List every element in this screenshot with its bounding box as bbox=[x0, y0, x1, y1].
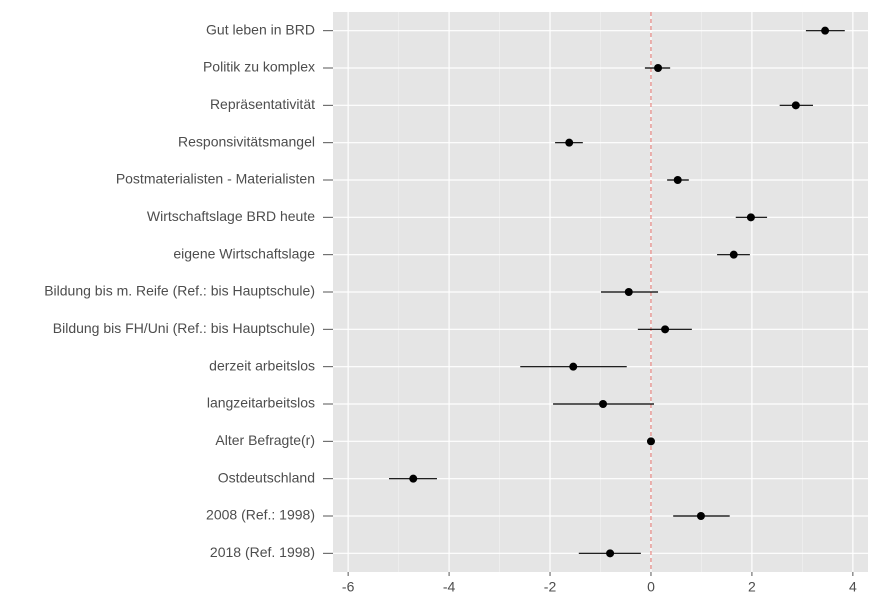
point bbox=[606, 549, 615, 558]
point bbox=[654, 64, 663, 72]
point bbox=[696, 512, 705, 520]
point bbox=[729, 250, 738, 259]
x-tick-label: 4 bbox=[849, 579, 857, 592]
y-tick-label: eigene Wirtschaftslage bbox=[173, 245, 315, 261]
point bbox=[646, 437, 655, 446]
y-tick-label: Alter Befragte(r) bbox=[215, 432, 315, 448]
x-tick-label: -6 bbox=[342, 579, 355, 592]
point bbox=[821, 26, 830, 35]
x-tick-label: -2 bbox=[544, 579, 557, 592]
y-tick-label: Bildung bis m. Reife (Ref.: bis Hauptsch… bbox=[44, 283, 315, 299]
point bbox=[409, 474, 418, 483]
x-tick-label: 2 bbox=[748, 579, 756, 592]
y-tick-label: derzeit arbeitslos bbox=[209, 357, 315, 373]
point bbox=[599, 400, 608, 408]
y-tick-label: Repräsentativität bbox=[210, 96, 315, 112]
y-tick-label: Postmaterialisten - Materialisten bbox=[116, 171, 315, 187]
y-tick-label: Ostdeutschland bbox=[218, 469, 315, 485]
y-tick-label: Responsivitätsmangel bbox=[178, 133, 315, 149]
y-tick-label: langzeitarbeitslos bbox=[207, 395, 315, 411]
x-tick-label: -4 bbox=[443, 579, 456, 592]
point bbox=[565, 138, 574, 147]
y-tick-label: Bildung bis FH/Uni (Ref.: bis Hauptschul… bbox=[53, 320, 315, 336]
point bbox=[746, 213, 755, 222]
y-tick-label: 2008 (Ref.: 1998) bbox=[206, 507, 315, 523]
point bbox=[791, 101, 800, 110]
x-tick-label: 0 bbox=[647, 579, 655, 592]
y-tick-label: 2018 (Ref. 1998) bbox=[210, 544, 315, 560]
y-tick-label: Wirtschaftslage BRD heute bbox=[147, 208, 315, 224]
point bbox=[661, 325, 670, 334]
y-tick-label: Politik zu komplex bbox=[203, 59, 315, 75]
point bbox=[673, 176, 682, 184]
point bbox=[624, 288, 633, 296]
point bbox=[569, 362, 578, 371]
y-tick-label: Gut leben in BRD bbox=[206, 21, 315, 37]
